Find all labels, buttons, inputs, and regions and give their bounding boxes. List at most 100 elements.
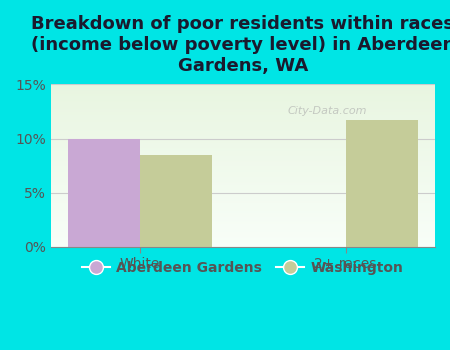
Bar: [50, 99, 435, 101]
Bar: [50, 164, 435, 166]
Bar: [50, 230, 435, 232]
Bar: [50, 162, 435, 164]
Bar: [50, 206, 435, 208]
Bar: [50, 235, 435, 237]
Bar: [50, 138, 435, 140]
Bar: [50, 127, 435, 128]
Bar: [50, 136, 435, 138]
Bar: [68, 139, 140, 246]
Bar: [50, 243, 435, 245]
Bar: [50, 91, 435, 93]
Bar: [50, 141, 435, 143]
Bar: [50, 219, 435, 220]
Bar: [50, 208, 435, 209]
Bar: [50, 225, 435, 227]
Bar: [50, 217, 435, 219]
Bar: [50, 196, 435, 198]
Bar: [50, 232, 435, 233]
Bar: [50, 89, 435, 91]
Bar: [50, 167, 435, 169]
Legend: Aberdeen Gardens, Washington: Aberdeen Gardens, Washington: [76, 255, 410, 280]
Bar: [50, 132, 435, 133]
Bar: [50, 199, 435, 201]
Title: Breakdown of poor residents within races
(income below poverty level) in Aberdee: Breakdown of poor residents within races…: [31, 15, 450, 75]
Bar: [50, 86, 435, 88]
Bar: [50, 114, 435, 115]
Bar: [50, 172, 435, 174]
Bar: [50, 224, 435, 225]
Bar: [50, 185, 435, 187]
Bar: [50, 148, 435, 149]
Bar: [50, 104, 435, 106]
Bar: [50, 125, 435, 127]
Bar: [50, 130, 435, 132]
Bar: [346, 120, 418, 246]
Bar: [50, 170, 435, 172]
Text: City-Data.com: City-Data.com: [288, 106, 367, 116]
Bar: [50, 169, 435, 170]
Bar: [50, 183, 435, 185]
Bar: [50, 115, 435, 117]
Bar: [50, 174, 435, 175]
Bar: [50, 175, 435, 177]
Bar: [50, 102, 435, 104]
Bar: [50, 101, 435, 102]
Bar: [50, 233, 435, 235]
Bar: [50, 151, 435, 153]
Bar: [50, 128, 435, 130]
Bar: [50, 96, 435, 97]
Bar: [50, 209, 435, 211]
Bar: [50, 88, 435, 89]
Bar: [50, 146, 435, 148]
Bar: [50, 216, 435, 217]
Bar: [50, 143, 435, 145]
Bar: [50, 106, 435, 107]
Bar: [50, 193, 435, 195]
Bar: [50, 180, 435, 182]
Bar: [50, 212, 435, 214]
Bar: [50, 227, 435, 229]
Bar: [50, 97, 435, 99]
Bar: [50, 153, 435, 154]
Bar: [50, 156, 435, 158]
Bar: [50, 145, 435, 146]
Bar: [50, 187, 435, 188]
Bar: [50, 240, 435, 242]
Bar: [50, 154, 435, 156]
Bar: [50, 133, 435, 135]
Bar: [50, 166, 435, 167]
Bar: [140, 155, 212, 246]
Bar: [50, 191, 435, 193]
Bar: [50, 158, 435, 159]
Bar: [50, 161, 435, 162]
Bar: [50, 203, 435, 204]
Bar: [50, 109, 435, 110]
Bar: [50, 237, 435, 238]
Bar: [50, 84, 435, 86]
Bar: [50, 159, 435, 161]
Bar: [50, 112, 435, 114]
Bar: [50, 188, 435, 190]
Bar: [50, 182, 435, 183]
Bar: [50, 117, 435, 119]
Bar: [50, 122, 435, 124]
Bar: [50, 119, 435, 120]
Bar: [50, 190, 435, 191]
Bar: [50, 201, 435, 203]
Bar: [50, 220, 435, 222]
Bar: [50, 107, 435, 109]
Bar: [50, 229, 435, 230]
Bar: [50, 238, 435, 240]
Bar: [50, 242, 435, 243]
Bar: [50, 93, 435, 94]
Bar: [50, 110, 435, 112]
Bar: [50, 214, 435, 216]
Bar: [50, 177, 435, 178]
Bar: [50, 245, 435, 246]
Bar: [50, 120, 435, 122]
Bar: [50, 211, 435, 212]
Bar: [50, 198, 435, 200]
Bar: [50, 94, 435, 96]
Bar: [50, 195, 435, 196]
Bar: [50, 124, 435, 125]
